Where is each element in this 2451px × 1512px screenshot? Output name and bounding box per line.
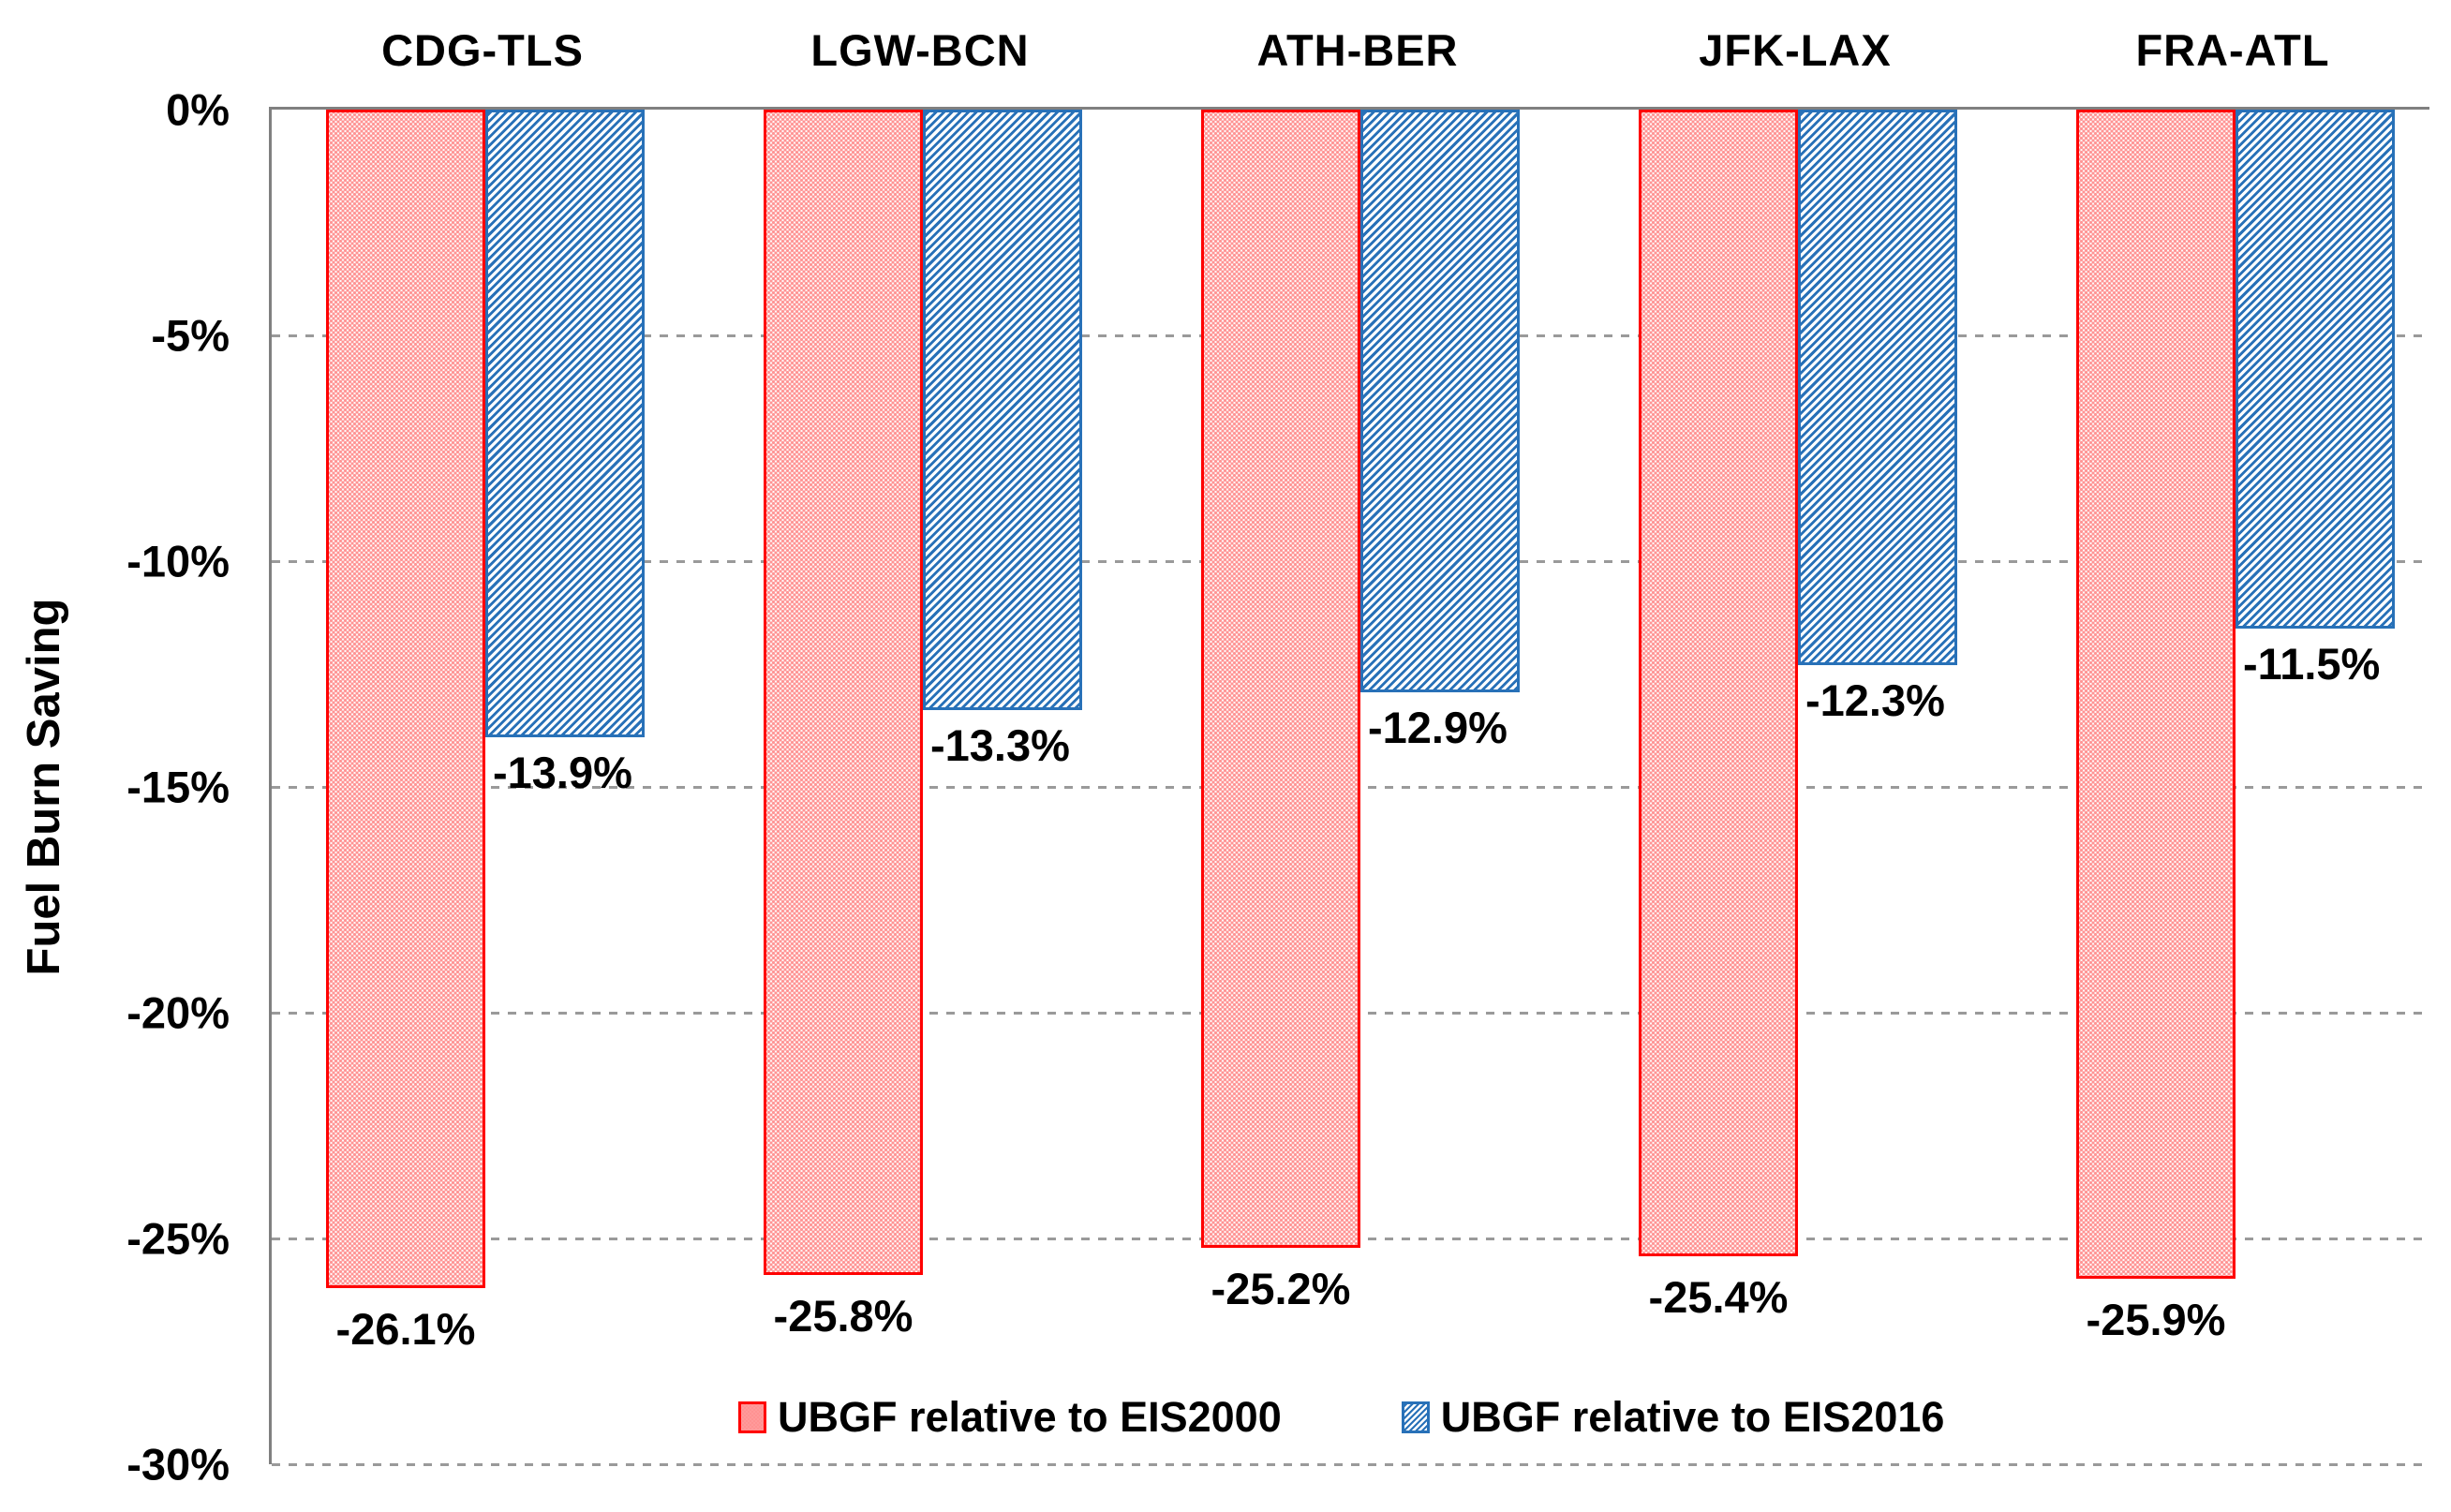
value-label: -25.2%: [1211, 1263, 1351, 1313]
value-label: -25.8%: [773, 1290, 914, 1341]
category-header: LGW-BCN: [810, 25, 1030, 75]
bar-dots-ATH-BER: [1201, 110, 1360, 1248]
value-label: -11.5%: [2243, 639, 2381, 689]
ytick-label: -20%: [126, 987, 230, 1038]
value-label: -12.9%: [1368, 702, 1508, 752]
legend-entry-eis2016: UBGF relative to EIS2016: [1401, 1393, 1945, 1442]
ytick-label: -30%: [126, 1439, 230, 1490]
ytick-label: -10%: [126, 536, 230, 586]
legend-swatch-dots-icon: [738, 1401, 766, 1433]
legend: UBGF relative to EIS2000 UBGF relative t…: [738, 1393, 1944, 1442]
gridline: [272, 1462, 2429, 1466]
bar-dots-CDG-TLS: [326, 110, 485, 1289]
ytick-label: -25%: [126, 1213, 230, 1264]
bar-hatch-LGW-BCN: [923, 110, 1082, 711]
bar-hatch-FRA-ATL: [2236, 110, 2395, 630]
value-label: -25.4%: [1648, 1272, 1789, 1323]
legend-label-eis2000: UBGF relative to EIS2000: [778, 1393, 1282, 1441]
plot-area: -26.1% -25.8% -25.2% -25.4% -25.9% -13.9% -13.…: [269, 107, 2429, 1466]
bar-dots-LGW-BCN: [764, 110, 923, 1275]
legend-swatch-hatch-icon: [1401, 1401, 1430, 1433]
bar-hatch-CDG-TLS: [485, 110, 645, 737]
category-header: FRA-ATL: [2135, 25, 2330, 75]
category-header: CDG-TLS: [381, 25, 584, 75]
value-label: -13.9%: [493, 747, 632, 797]
value-label: -13.3%: [930, 720, 1070, 771]
value-label: -12.3%: [1805, 674, 1945, 725]
ytick-label: -5%: [151, 310, 230, 361]
bar-hatch-JFK-LAX: [1798, 110, 1957, 665]
legend-entry-eis2000: UBGF relative to EIS2000: [738, 1393, 1282, 1442]
category-header: ATH-BER: [1256, 25, 1459, 75]
bar-hatch-ATH-BER: [1360, 110, 1520, 692]
ytick-label: 0%: [166, 84, 230, 135]
value-label: -25.9%: [2086, 1295, 2226, 1345]
value-label: -26.1%: [335, 1304, 476, 1355]
bar-dots-FRA-ATL: [2076, 110, 2236, 1280]
category-header: JFK-LAX: [1699, 25, 1892, 75]
zero-axis-line: [269, 107, 2429, 110]
ytick-label: -15%: [126, 762, 230, 812]
bar-dots-JFK-LAX: [1639, 110, 1798, 1257]
legend-label-eis2016: UBGF relative to EIS2016: [1440, 1393, 1945, 1441]
